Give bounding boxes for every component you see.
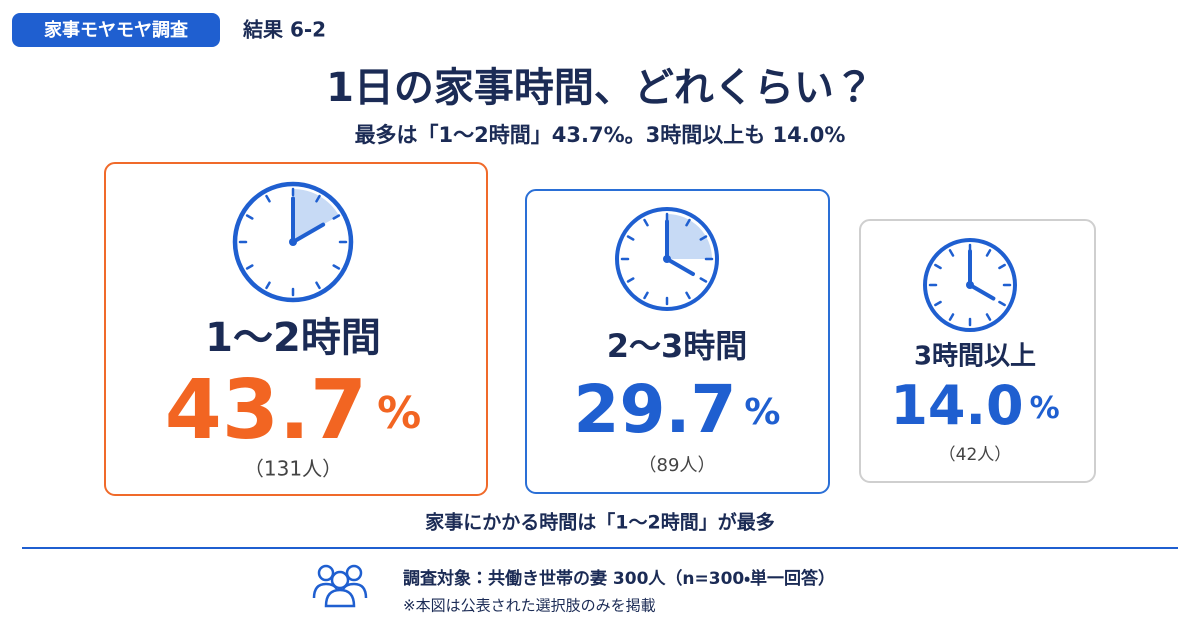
card-value: 43.7% <box>165 363 421 458</box>
conclusion: 家事にかかる時間は「1〜2時間」が最多 <box>425 511 774 534</box>
title: 1日の家事時間、どれくらい？ <box>326 65 874 111</box>
clock-tick <box>934 263 942 270</box>
unit: % <box>377 388 421 439</box>
card-label: 3時間以上 <box>914 342 1036 372</box>
clock-tick <box>332 264 341 270</box>
card-count: （42人） <box>939 445 1012 465</box>
clock-tick <box>332 214 341 220</box>
clock-tick <box>699 235 708 241</box>
people-icon <box>312 564 368 608</box>
clock-tick <box>685 218 691 227</box>
clock-tick <box>985 313 992 321</box>
section: 結果 6-2 <box>242 18 326 42</box>
clock-tick <box>315 281 321 290</box>
clock-tick <box>998 300 1006 307</box>
note: ※本図は公表された選択肢のみを掲載 <box>403 597 656 615</box>
card-count: （89人） <box>639 455 716 476</box>
clock-center <box>289 238 297 246</box>
clock-center <box>966 281 974 289</box>
unit: % <box>1030 391 1060 426</box>
clock-tick <box>948 313 955 321</box>
unit: % <box>744 392 780 433</box>
subtitle: 最多は「1〜2時間」43.7%。3時間以上も 14.0% <box>355 123 846 147</box>
card <box>859 219 1096 483</box>
clock-tick <box>934 300 942 307</box>
clock-tick <box>626 277 635 283</box>
clock-hand <box>665 257 695 276</box>
value: 14.0 <box>890 374 1023 437</box>
card <box>104 162 488 496</box>
clock-tick <box>998 263 1006 270</box>
survey: 調査対象：共働き世帯の妻 300人（n=300・単一回答） <box>403 568 835 589</box>
clock-tick <box>948 249 955 257</box>
clock-sector <box>667 214 712 259</box>
clock-tick <box>245 264 254 270</box>
card-value: 14.0% <box>890 374 1059 437</box>
card <box>525 189 830 494</box>
clock-hand <box>291 222 326 244</box>
card-value: 29.7% <box>574 371 781 448</box>
value: 29.7 <box>574 371 737 448</box>
clock-tick <box>699 277 708 283</box>
clock-tick <box>315 194 321 203</box>
clock-sector <box>293 189 339 242</box>
clock-center <box>663 255 671 263</box>
clock-tick <box>643 218 649 227</box>
card-label: 1〜2時間 <box>205 315 381 361</box>
card-count: （131人） <box>244 457 342 481</box>
tag-badge <box>12 13 220 47</box>
value: 43.7 <box>165 363 367 458</box>
clock-tick <box>245 214 254 220</box>
tag: 家事モヤモヤ調査 <box>44 19 188 41</box>
clock-tick <box>265 281 271 290</box>
clock-hand <box>968 283 996 301</box>
card-label: 2〜3時間 <box>607 327 748 365</box>
clock-tick <box>626 235 635 241</box>
clock-tick <box>265 194 271 203</box>
clock-tick <box>985 249 992 257</box>
clock-tick <box>685 291 691 300</box>
clock-tick <box>643 291 649 300</box>
